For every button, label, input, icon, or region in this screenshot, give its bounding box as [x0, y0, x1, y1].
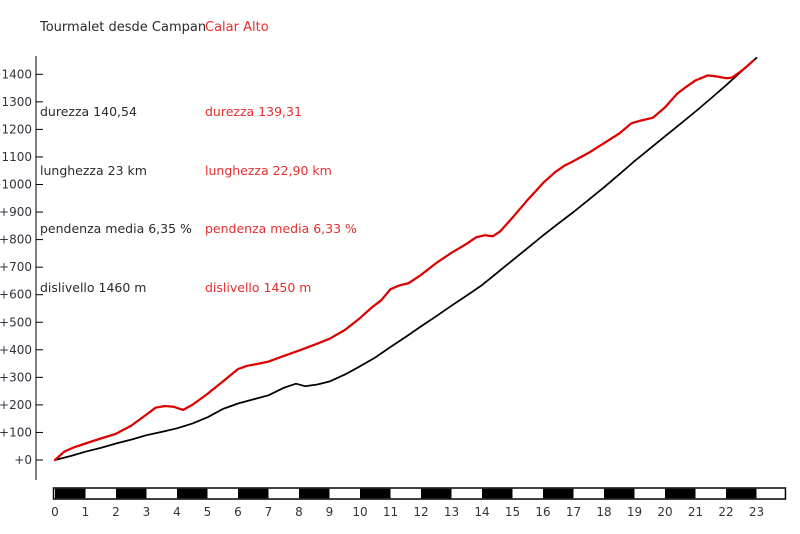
scale-bar-segment — [482, 488, 513, 499]
series2-pendenza: pendenza media 6,33 % — [205, 221, 357, 236]
profile-line-tourmalet — [54, 56, 758, 461]
y-tick-label: +400 — [0, 343, 32, 357]
y-tick-label: +1400 — [0, 67, 32, 81]
scale-bar-segment — [604, 488, 635, 499]
scale-bar-frame — [52, 487, 787, 500]
y-tick-label: +300 — [0, 370, 32, 384]
y-tick-label: +700 — [0, 260, 32, 274]
y-tick-label: +900 — [0, 205, 32, 219]
x-tick-label: 18 — [596, 505, 611, 519]
scale-bar-segment — [116, 488, 147, 499]
scale-bar-segment — [55, 488, 86, 499]
x-tick-label: 9 — [326, 505, 334, 519]
x-tick-label: 22 — [718, 505, 733, 519]
y-tick-label: +1100 — [0, 150, 32, 164]
x-tick-label: 17 — [566, 505, 581, 519]
scale-bar-segment — [726, 488, 757, 499]
x-tick-label: 5 — [204, 505, 212, 519]
x-tick-label: 7 — [265, 505, 273, 519]
y-tick-label: +200 — [0, 398, 32, 412]
series1-stats: durezza 140,54 lunghezza 23 km pendenza … — [40, 63, 192, 336]
scale-bar-segment — [177, 488, 208, 499]
series1-dislivello: dislivello 1460 m — [40, 279, 147, 295]
x-tick-label: 4 — [173, 505, 181, 519]
series1-lunghezza: lunghezza 23 km — [40, 162, 147, 178]
scale-bar-segment — [238, 488, 269, 499]
scale-bar-segment — [360, 488, 391, 499]
x-tick-label: 20 — [657, 505, 672, 519]
x-tick-label: 19 — [627, 505, 642, 519]
x-tick-label: 21 — [688, 505, 703, 519]
y-tick-label: +600 — [0, 288, 32, 302]
series2-lunghezza: lunghezza 22,90 km — [205, 162, 332, 178]
x-tick-label: 15 — [505, 505, 520, 519]
profile-line-calar-alto — [53, 59, 755, 462]
x-tick-label: 3 — [143, 505, 151, 519]
x-tick-label: 11 — [383, 505, 398, 519]
series1-pendenza: pendenza media 6,35 % — [40, 221, 192, 236]
x-tick-label: 23 — [749, 505, 764, 519]
series2-stats: durezza 139,31 lunghezza 22,90 km penden… — [205, 63, 357, 336]
x-tick-label: 8 — [295, 505, 303, 519]
y-tick-label: +800 — [0, 233, 32, 247]
scale-bar-segment — [421, 488, 452, 499]
series2-title: Calar Alto — [205, 20, 269, 35]
scale-bar-segment — [299, 488, 330, 499]
y-tick-label: +0 — [14, 453, 32, 467]
scale-bar-segment — [543, 488, 574, 499]
y-tick-label: +100 — [0, 425, 32, 439]
x-tick-label: 0 — [51, 505, 59, 519]
series2-dislivello: dislivello 1450 m — [205, 279, 312, 295]
y-tick-label: +500 — [0, 315, 32, 329]
x-tick-label: 2 — [112, 505, 120, 519]
x-tick-label: 6 — [234, 505, 242, 519]
y-tick-label: +1000 — [0, 178, 32, 192]
x-tick-label: 16 — [535, 505, 550, 519]
x-tick-label: 14 — [474, 505, 489, 519]
x-tick-label: 13 — [444, 505, 459, 519]
series1-title: Tourmalet desde Campan — [40, 20, 207, 35]
series2-durezza: durezza 139,31 — [205, 104, 302, 119]
y-tick-label: +1200 — [0, 122, 32, 136]
x-tick-label: 1 — [82, 505, 90, 519]
scale-bar-segment — [665, 488, 696, 499]
x-tick-label: 12 — [413, 505, 428, 519]
x-tick-label: 10 — [352, 505, 367, 519]
y-tick-label: +1300 — [0, 95, 32, 109]
series1-durezza: durezza 140,54 — [40, 104, 137, 119]
